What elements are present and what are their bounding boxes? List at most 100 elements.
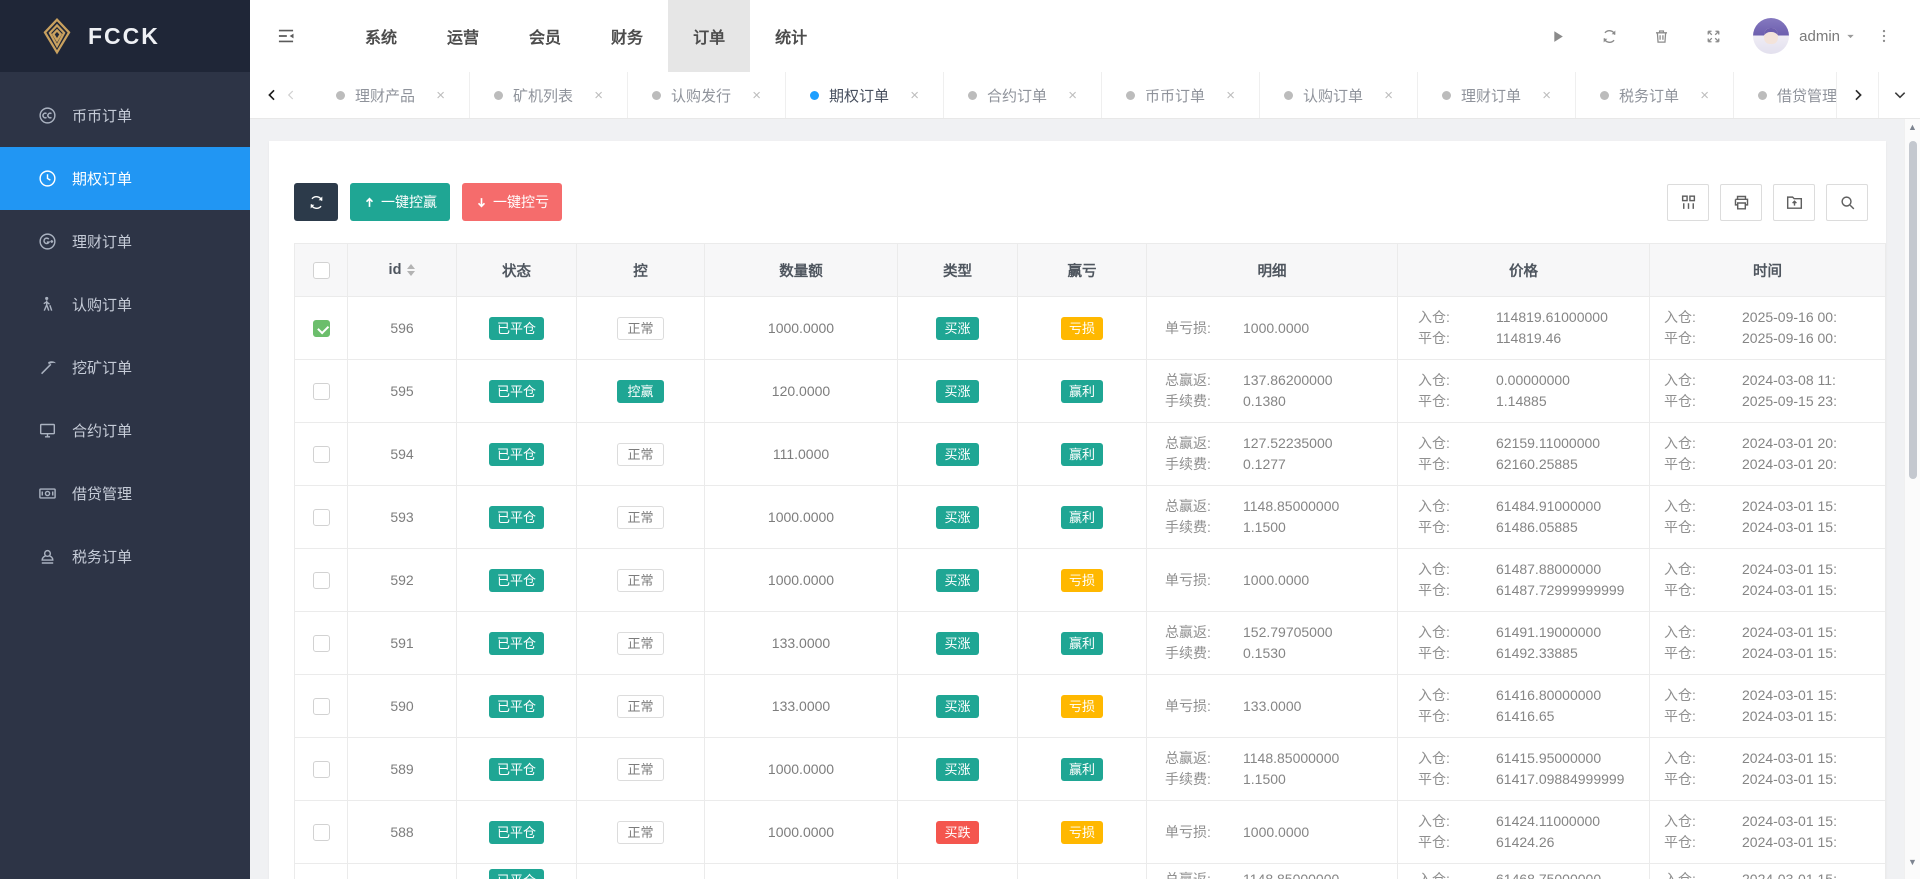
sidebar-item-1[interactable]: 期权订单 (0, 147, 250, 210)
time-value: 2024-03-01 15: (1742, 708, 1837, 724)
refresh-button[interactable] (294, 183, 338, 221)
tab-4[interactable]: 合约订单 × (944, 72, 1102, 118)
refresh-icon[interactable] (1583, 0, 1635, 72)
search-button[interactable] (1826, 183, 1868, 221)
row-checkbox[interactable] (312, 697, 330, 715)
tab-5[interactable]: 币币订单 × (1102, 72, 1260, 118)
sort-icon[interactable] (407, 264, 416, 276)
tab-close-icon[interactable]: × (752, 86, 761, 104)
status-cell: 已平仓 (456, 548, 577, 612)
control-button[interactable]: 正常 (617, 442, 664, 466)
force-lose-button[interactable]: 一键控亏 (462, 183, 562, 221)
sidebar-item-6[interactable]: 借贷管理 (0, 462, 250, 525)
nav-item-3[interactable]: 财务 (611, 30, 644, 47)
price-label: 入仓: (1418, 813, 1450, 829)
time-line: 平仓: 2024-03-01 15: (1664, 706, 1885, 727)
tab-close-icon[interactable]: × (1226, 86, 1235, 104)
price-line: 平仓: 61417.09884999999 (1418, 769, 1649, 790)
nav-item-5[interactable]: 统计 (775, 30, 808, 47)
nav-item-0[interactable]: 系统 (365, 30, 398, 47)
select-all-checkbox[interactable] (312, 261, 330, 279)
tabs-scroll-right-button[interactable] (1836, 72, 1878, 118)
sidebar-item-5[interactable]: 合约订单 (0, 399, 250, 462)
control-button[interactable]: 正常 (617, 694, 664, 718)
detail-label: 总赢返: (1165, 435, 1211, 451)
tab-2[interactable]: 认购发行 × (628, 72, 786, 118)
detail-label: 手续费: (1165, 519, 1211, 535)
tab-close-icon[interactable]: × (594, 86, 603, 104)
table-row: 588 已平仓 正常 1000.0000 买跌 亏损 单亏损: 1000.0000 入仓: 614… (294, 800, 1886, 864)
tab-1[interactable]: 矿机列表 × (470, 72, 628, 118)
row-checkbox[interactable] (312, 760, 330, 778)
row-checkbox[interactable] (312, 319, 330, 337)
nav-item-1[interactable]: 运营 (447, 30, 480, 47)
row-checkbox[interactable] (312, 571, 330, 589)
row-checkbox-cell (294, 485, 348, 549)
row-checkbox[interactable] (312, 382, 330, 400)
detail-label: 总赢返: (1165, 498, 1211, 514)
control-button[interactable]: 正常 (617, 757, 664, 781)
tab-close-icon[interactable]: × (436, 86, 445, 104)
tab-9[interactable]: 借贷管理× (1734, 72, 1836, 118)
vertical-scrollbar[interactable]: ▲ ▼ (1904, 119, 1920, 879)
collapse-menu-icon[interactable] (250, 0, 322, 72)
control-button[interactable]: 正常 (617, 505, 664, 529)
sidebar-item-0[interactable]: 币币订单 (0, 84, 250, 147)
tab-0[interactable]: 理财产品 × (312, 72, 470, 118)
tabs-scroll-left-button[interactable] (250, 72, 312, 118)
control-button[interactable]: 正常 (617, 316, 664, 340)
nav-item-4[interactable]: 订单 (668, 0, 751, 72)
row-checkbox[interactable] (312, 508, 330, 526)
user-name[interactable]: admin (1799, 27, 1840, 45)
caret-down-icon[interactable] (1845, 31, 1856, 42)
sidebar-item-2[interactable]: 理财订单 (0, 210, 250, 273)
tab-close-icon[interactable]: × (1542, 86, 1551, 104)
row-checkbox[interactable] (312, 823, 330, 841)
control-button[interactable]: 正常 (617, 631, 664, 655)
amount-value: 1000.0000 (767, 761, 835, 777)
columns-button[interactable] (1667, 183, 1709, 221)
control-button[interactable]: 正常 (617, 820, 664, 844)
force-win-button[interactable]: 一键控赢 (350, 183, 450, 221)
control-button[interactable]: 正常 (617, 568, 664, 592)
tab-6[interactable]: 认购订单 × (1260, 72, 1418, 118)
sidebar-item-3[interactable]: 认购订单 (0, 273, 250, 336)
price-cell: 入仓: 0.00000000 平仓: 1.14885 (1397, 359, 1650, 423)
scroll-up-arrow-icon[interactable]: ▲ (1908, 122, 1917, 132)
control-button[interactable]: 控赢 (617, 379, 664, 403)
export-button[interactable] (1773, 183, 1815, 221)
sidebar-item-7[interactable]: 税务订单 (0, 525, 250, 588)
scroll-down-arrow-icon[interactable]: ▼ (1908, 857, 1917, 867)
header-amount: 数量额 (704, 243, 898, 297)
control-cell (576, 863, 705, 879)
tab-8[interactable]: 税务订单 × (1576, 72, 1734, 118)
sidebar-item-4[interactable]: 挖矿订单 (0, 336, 250, 399)
amount-cell: 111.0000 (704, 422, 898, 486)
row-checkbox[interactable] (312, 634, 330, 652)
fullscreen-icon[interactable] (1687, 0, 1739, 72)
price-value: 61468.75000000 (1496, 871, 1602, 879)
trash-icon[interactable] (1635, 0, 1687, 72)
avatar[interactable] (1753, 18, 1790, 54)
print-button[interactable] (1720, 183, 1762, 221)
tab-7[interactable]: 理财订单 × (1418, 72, 1576, 118)
tab-3[interactable]: 期权订单 × (786, 72, 944, 118)
tab-close-icon[interactable]: × (1384, 86, 1393, 104)
tab-close-icon[interactable]: × (910, 86, 919, 104)
tab-close-icon[interactable]: × (1700, 86, 1709, 104)
price-line: 平仓: 1.14885 (1418, 391, 1649, 412)
nav-item-2[interactable]: 会员 (529, 30, 562, 47)
tabs-dropdown-button[interactable] (1878, 72, 1920, 118)
header-id-label: id (388, 262, 402, 278)
tab-close-icon[interactable]: × (1068, 86, 1077, 104)
time-line: 入仓: 2024-03-01 15: (1664, 559, 1885, 580)
scrollbar-thumb[interactable] (1909, 141, 1917, 479)
row-checkbox[interactable] (312, 445, 330, 463)
play-icon[interactable] (1531, 0, 1583, 72)
detail-cell: 总赢返: 152.79705000 手续费: 0.1530 (1146, 611, 1398, 675)
sidebar-item-label: 期权订单 (72, 171, 133, 188)
time-line: 入仓: 2024-03-01 15: (1664, 685, 1885, 706)
kebab-menu-icon[interactable] (1864, 0, 1904, 72)
price-cell: 入仓: 61484.91000000 平仓: 61486.05885 (1397, 485, 1650, 549)
price-line: 平仓: 61416.65 (1418, 706, 1649, 727)
